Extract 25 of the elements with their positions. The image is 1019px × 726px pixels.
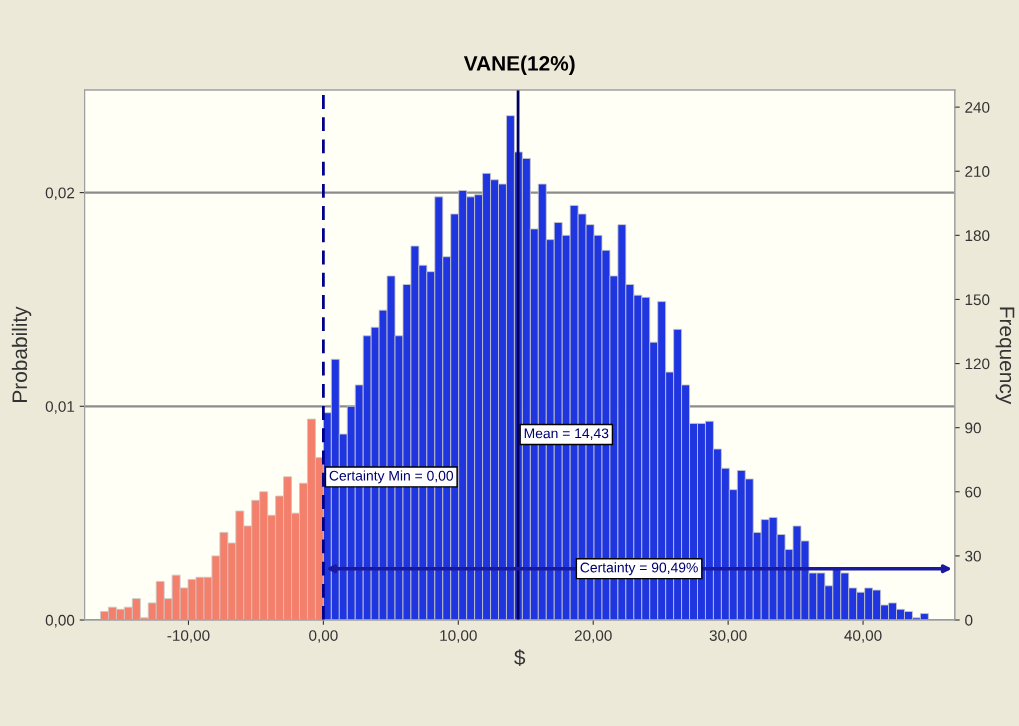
y-tick-label: 0,01: [45, 401, 75, 414]
x-tick-label: -10,00: [167, 630, 210, 643]
x-tick-label: 20,00: [574, 630, 612, 643]
y2-tick-label: 210: [965, 166, 990, 177]
y2-tick-label: 90: [965, 422, 981, 434]
y-axis-title: Probability: [11, 306, 32, 402]
y-tick-label: 0,00: [45, 614, 75, 628]
y2-axis-title: Frequency: [995, 307, 1015, 405]
ref-line-label: Mean = 14,43: [524, 428, 609, 440]
y2-tick-label: 0: [965, 614, 973, 626]
x-tick-label: 40,00: [844, 630, 882, 643]
x-axis-title: $: [514, 649, 526, 667]
y2-tick-label: 60: [965, 486, 981, 498]
y2-tick-label: 30: [965, 550, 981, 562]
x-tick-label: 0,00: [309, 630, 338, 643]
y2-tick-label: 120: [965, 358, 990, 370]
x-tick-label: 10,00: [440, 630, 477, 643]
ref-line-label: Certainty Min = 0,00: [329, 470, 454, 484]
x-tick-label: 30,00: [709, 630, 747, 643]
chart-title: VANE(12%): [463, 55, 575, 75]
y2-tick-label: 150: [965, 294, 990, 306]
annotation: Certainty = 90,49%: [580, 562, 698, 576]
y2-tick-label: 180: [965, 230, 990, 242]
y2-tick-label: 240: [965, 101, 990, 113]
y-tick-label: 0,02: [45, 187, 75, 201]
